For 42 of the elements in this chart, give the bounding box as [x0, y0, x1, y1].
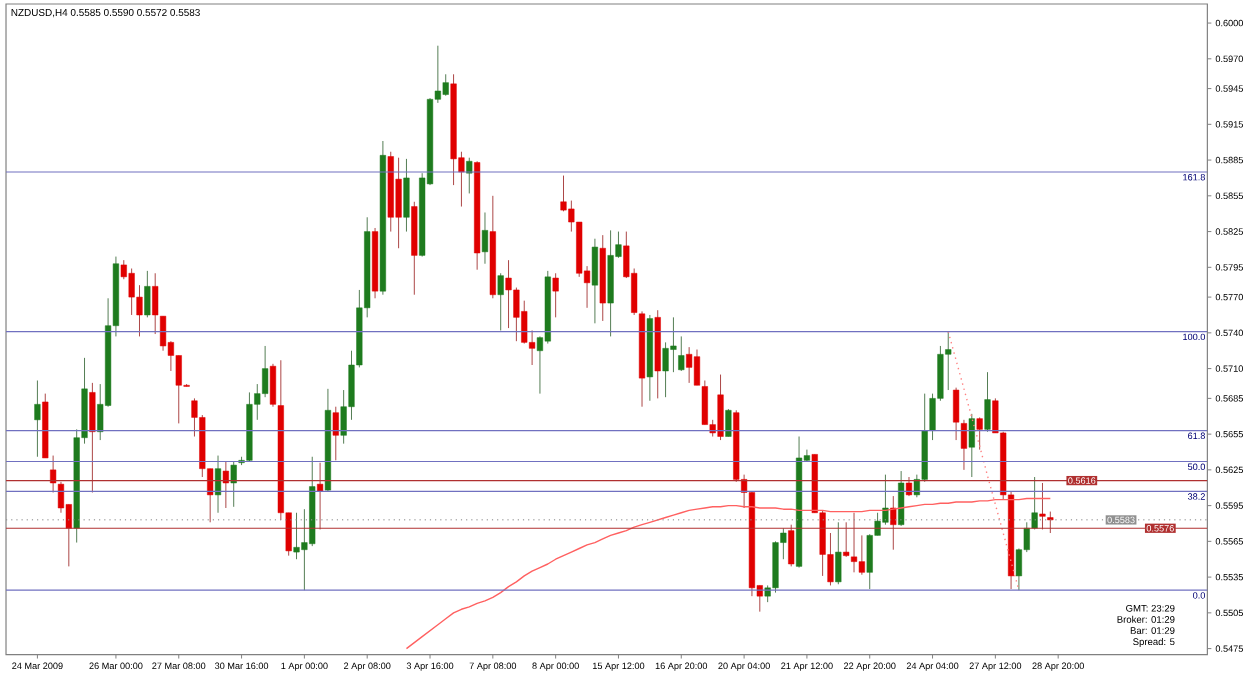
candlestick	[835, 521, 842, 585]
candlestick	[591, 237, 598, 324]
candlestick	[890, 495, 897, 550]
candlestick	[607, 229, 614, 337]
candlestick	[152, 272, 159, 335]
candlestick	[34, 379, 41, 458]
candlestick	[230, 460, 237, 508]
candlestick	[662, 341, 669, 398]
candlestick	[89, 382, 96, 493]
candlestick	[850, 512, 858, 573]
candlestick	[905, 476, 913, 497]
candlestick	[1047, 510, 1054, 534]
candlestick	[262, 345, 269, 398]
candlestick	[403, 158, 410, 232]
candlestick	[317, 461, 324, 530]
candlestick	[293, 512, 300, 560]
candlestick	[552, 272, 559, 318]
candlestick	[788, 523, 795, 567]
candlestick	[497, 272, 504, 331]
candlestick	[332, 405, 339, 461]
candlestick	[481, 211, 489, 264]
candlestick	[395, 156, 402, 249]
candlestick	[128, 267, 135, 316]
candlestick	[1039, 482, 1046, 530]
candlestick	[984, 371, 991, 432]
candlestick	[693, 348, 701, 386]
candlestick	[945, 330, 952, 391]
candlestick	[976, 416, 983, 450]
candlestick	[725, 408, 732, 437]
candlestick	[678, 335, 685, 372]
candlestick	[505, 259, 512, 329]
line-series	[947, 330, 1020, 591]
candlestick	[1031, 476, 1038, 530]
candlestick	[717, 373, 724, 441]
candlestick	[214, 454, 222, 514]
candlestick	[222, 460, 229, 509]
candlestick	[968, 413, 975, 478]
candlestick	[686, 346, 693, 384]
candlestick	[898, 470, 905, 527]
candlestick	[772, 540, 779, 593]
candlestick	[144, 270, 151, 318]
candlestick	[670, 316, 677, 373]
